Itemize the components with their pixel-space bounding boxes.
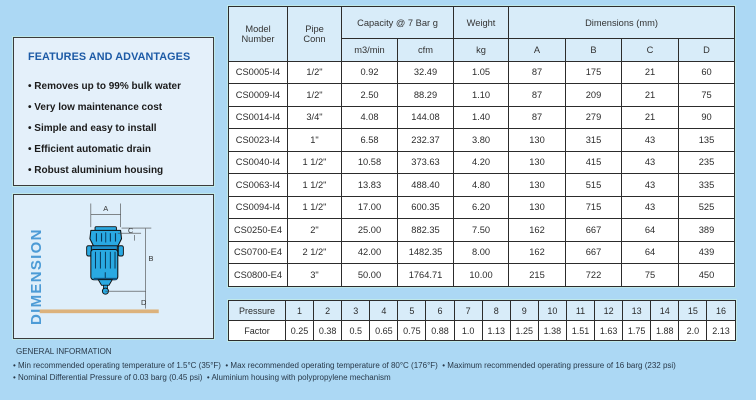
svg-text:B: B xyxy=(149,254,154,263)
svg-text:D: D xyxy=(141,298,147,307)
svg-text:A: A xyxy=(103,204,108,213)
svg-text:C: C xyxy=(128,226,133,235)
